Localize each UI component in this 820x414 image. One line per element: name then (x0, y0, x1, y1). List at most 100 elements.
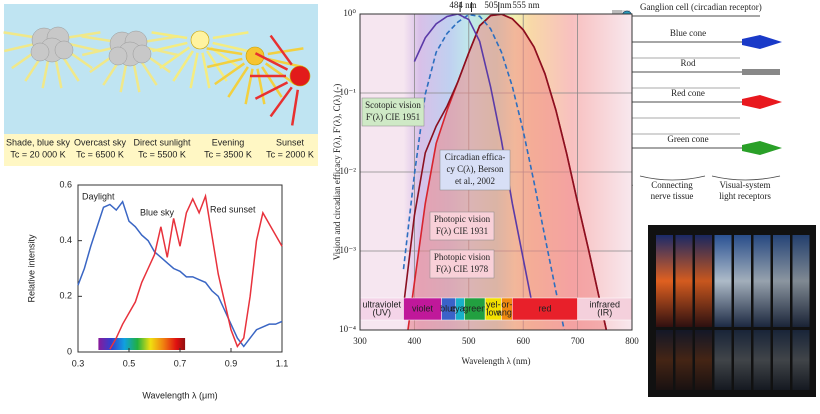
sky-temperature: Tc = 6500 K (76, 149, 124, 159)
y-tick-label: 10⁻³ (340, 245, 357, 255)
sun-ray (244, 68, 254, 105)
sky-temperature: Tc = 3500 K (204, 149, 252, 159)
x-tick-label: 800 (625, 336, 639, 346)
sun-ray (212, 41, 249, 53)
sky-strip (695, 235, 712, 327)
x-axis-label: Wavelength λ (nm) (461, 356, 530, 366)
cell-label: Rod (680, 58, 696, 68)
sun-ray (201, 52, 211, 89)
annotation-box (361, 97, 425, 127)
sky-reflection (773, 330, 790, 390)
sky-strip (714, 235, 732, 327)
annotation-text: et al., 2002 (455, 176, 495, 186)
x-tick-label: 400 (408, 336, 422, 346)
receptor (742, 69, 780, 75)
x-tick-label: 300 (353, 336, 367, 346)
sun-ray (267, 47, 304, 56)
sun-ray (151, 31, 188, 40)
sky-label: Direct sunlight (133, 137, 191, 147)
sky-label: Shade, blue sky (6, 137, 71, 147)
band-label: ultraviolet (362, 299, 401, 309)
sun (190, 30, 210, 50)
sun-ray (64, 31, 101, 40)
sun-ray (290, 89, 300, 126)
series-line (402, 14, 608, 330)
annotation: Daylight (82, 191, 115, 201)
layer-label: light receptors (719, 191, 771, 201)
x-tick-label: 0.5 (123, 358, 136, 368)
band-label: or- (501, 299, 512, 309)
annotation-text: Photopic vision (434, 214, 491, 224)
layer-label: Visual-system (720, 180, 771, 190)
y-tick-label: 10⁻¹ (340, 87, 357, 97)
sun-ray (142, 35, 179, 44)
receptor (742, 141, 782, 155)
sun-ray (212, 31, 249, 40)
y-tick-label: 10⁻⁴ (339, 324, 356, 334)
x-tick-label: 700 (571, 336, 585, 346)
band-label: infrared (590, 299, 621, 309)
sun-ray (206, 47, 243, 56)
sky-temperature: Tc = 5500 K (138, 149, 186, 159)
band-label: blue (440, 303, 457, 313)
x-tick-label: 1.1 (276, 358, 289, 368)
label-strip (4, 134, 318, 166)
y-tick-label: 10⁰ (343, 8, 356, 18)
sun-ray (214, 62, 246, 86)
sun-ray (151, 41, 188, 53)
sky-reflection (675, 330, 693, 390)
band-label: (UV) (373, 307, 392, 317)
sun-ray (256, 68, 266, 105)
sky-temperature: Tc = 2000 K (266, 149, 314, 159)
annotation-text: F′(λ) CIE 1951 (366, 112, 420, 122)
cell-label: Green cone (667, 134, 708, 144)
sun-ray (172, 50, 194, 82)
annotation-text: F(λ) CIE 1978 (436, 264, 489, 274)
sun-ray (254, 52, 289, 71)
x-tick-label: 0.3 (72, 358, 85, 368)
annotation-box (429, 211, 495, 241)
x-tick-label: 600 (516, 336, 530, 346)
peak-label: 505 nm (484, 0, 511, 10)
cell-label: Red cone (671, 88, 705, 98)
series-line (402, 14, 566, 330)
y-axis-label: Vision and circadian efficacy F(λ), F′(λ… (332, 84, 342, 261)
receptor (742, 95, 782, 109)
y-tick-label: 0.6 (59, 179, 72, 189)
annotation-text: F(λ) CIE 1931 (436, 226, 488, 236)
sky-background (4, 4, 318, 134)
sun-ray (227, 66, 249, 98)
annotation-text: cy C(λ), Berson (446, 164, 504, 174)
legend-label: Blue sky (140, 207, 175, 217)
band-label: violet (412, 303, 434, 313)
photo-frame (648, 225, 816, 397)
annotation-text: Scotopic vision (365, 100, 421, 110)
sky-label: Evening (212, 137, 245, 147)
sun (289, 65, 311, 87)
sky-panel: Shade, blue sky Tc = 20 000 K Overcast sky… (3, 4, 318, 166)
brace (639, 175, 781, 181)
band-label: low (487, 307, 501, 317)
cloud (54, 40, 74, 60)
annotation-text: Circadian effica- (445, 152, 506, 162)
sky-reflection (714, 330, 732, 390)
sky-strip (773, 235, 790, 327)
annotation-text: Photopic vision (434, 252, 491, 262)
sky-strip (734, 235, 751, 327)
sky-reflection (734, 330, 751, 390)
band-label: ange (497, 307, 517, 317)
legend-label: Red sunset (210, 204, 256, 214)
sun-ray (261, 66, 283, 98)
sky-reflection (792, 330, 810, 390)
cell-label: Ganglion cell (circadian receptor) (640, 2, 762, 12)
spectrum-bar (98, 338, 186, 350)
sky-photo (648, 225, 816, 397)
sun-ray (267, 57, 304, 69)
band-label: cyan (451, 303, 470, 313)
y-tick-label: 0.4 (59, 235, 72, 245)
sky-reflection (753, 330, 771, 390)
sky-strip (792, 235, 810, 327)
sun-ray (264, 62, 296, 86)
cell-label: Blue cone (670, 28, 706, 38)
cloud (108, 46, 128, 66)
